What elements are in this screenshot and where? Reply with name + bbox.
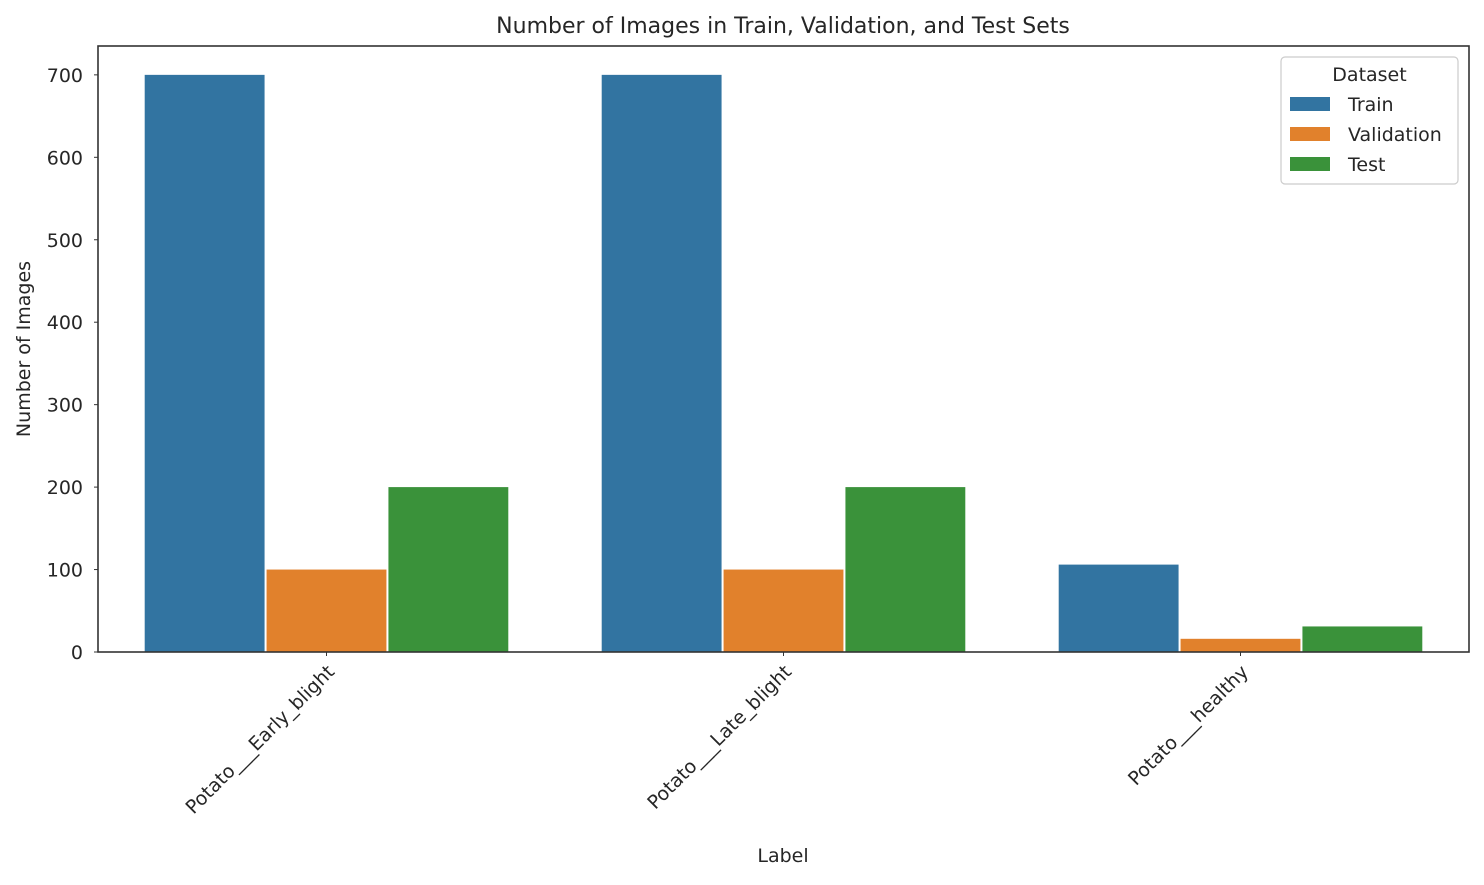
legend-title: Dataset: [1332, 64, 1406, 86]
legend: Dataset Train Validation Test: [1280, 56, 1459, 185]
y-tick-label: 400: [47, 312, 83, 334]
legend-box: [1280, 56, 1459, 185]
legend-label-test: Test: [1347, 154, 1385, 176]
y-tick-label: 300: [47, 395, 83, 417]
plot-frame: [97, 45, 1470, 653]
bar-train-0: [144, 74, 265, 653]
legend-entries: Train Validation Test: [1290, 94, 1442, 176]
x-tick-label: Potato___Late_blight: [643, 661, 796, 814]
legend-swatch-train: [1290, 97, 1330, 111]
bar-validation-2: [1180, 638, 1301, 652]
bar-train-2: [1058, 564, 1179, 652]
y-tick-label: 0: [71, 642, 83, 664]
x-tick-label: Potato___Early_blight: [182, 661, 339, 818]
bars-group: [144, 74, 1423, 653]
y-tick-label: 100: [47, 560, 83, 582]
x-tick-label: Potato___healthy: [1124, 661, 1253, 790]
legend-swatch-test: [1290, 157, 1330, 171]
x-axis-ticks: Potato___Early_blight Potato___Late_bligh…: [182, 652, 1253, 818]
legend-label-train: Train: [1347, 94, 1394, 116]
bar-test-2: [1302, 626, 1423, 652]
y-tick-label: 700: [47, 65, 83, 87]
x-axis-label: Label: [757, 845, 808, 867]
y-tick-label: 600: [47, 147, 83, 169]
y-axis-ticks: 0 100 200 300 400 500 600 700: [47, 65, 98, 664]
legend-swatch-validation: [1290, 127, 1330, 141]
y-axis-label: Number of Images: [13, 261, 35, 437]
chart-title: Number of Images in Train, Validation, a…: [496, 14, 1070, 39]
bar-train-1: [601, 74, 722, 653]
bar-validation-0: [266, 569, 387, 652]
bar-test-0: [388, 487, 509, 652]
bar-validation-1: [723, 569, 844, 652]
legend-label-validation: Validation: [1348, 124, 1442, 146]
y-tick-label: 200: [47, 477, 83, 499]
y-tick-label: 500: [47, 230, 83, 252]
bar-test-1: [845, 487, 966, 652]
